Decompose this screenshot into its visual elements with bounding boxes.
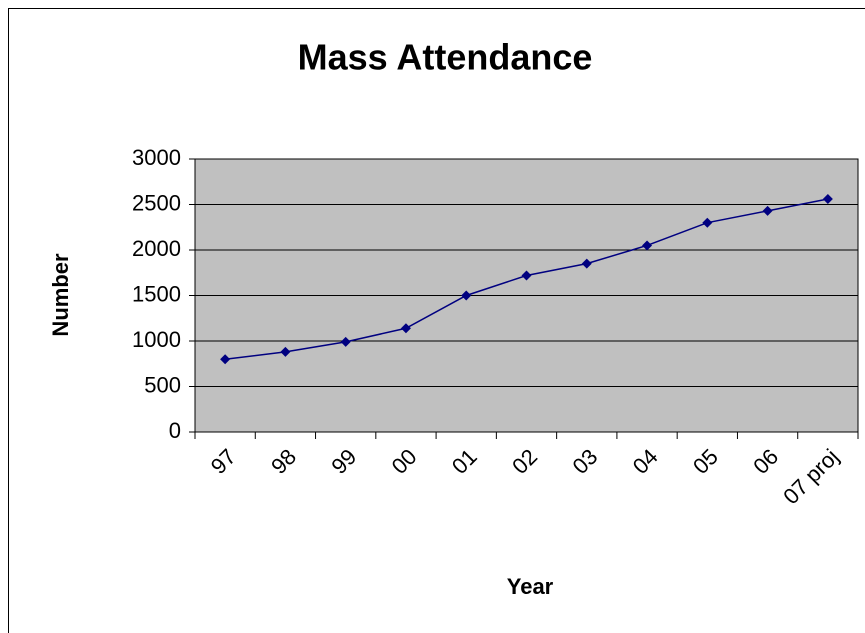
marker [461,290,472,301]
marker [822,194,833,205]
marker [340,336,351,347]
chart-title: Mass Attendance [298,37,593,78]
marker [521,270,532,281]
marker [702,217,713,228]
y-tick-label: 2000 [132,236,181,261]
x-axis-label: Year [507,574,554,599]
y-tick-label: 1500 [132,281,181,306]
marker [280,346,291,357]
marker [642,240,653,251]
y-tick-label: 2500 [132,190,181,215]
marker [220,354,231,365]
marker [762,205,773,216]
marker [581,258,592,269]
marker [400,323,411,334]
y-tick-label: 3000 [132,145,181,170]
y-tick-label: 500 [144,372,181,397]
y-tick-label: 0 [169,418,181,443]
y-axis-label: Number [48,253,73,337]
y-tick-label: 1000 [132,327,181,352]
